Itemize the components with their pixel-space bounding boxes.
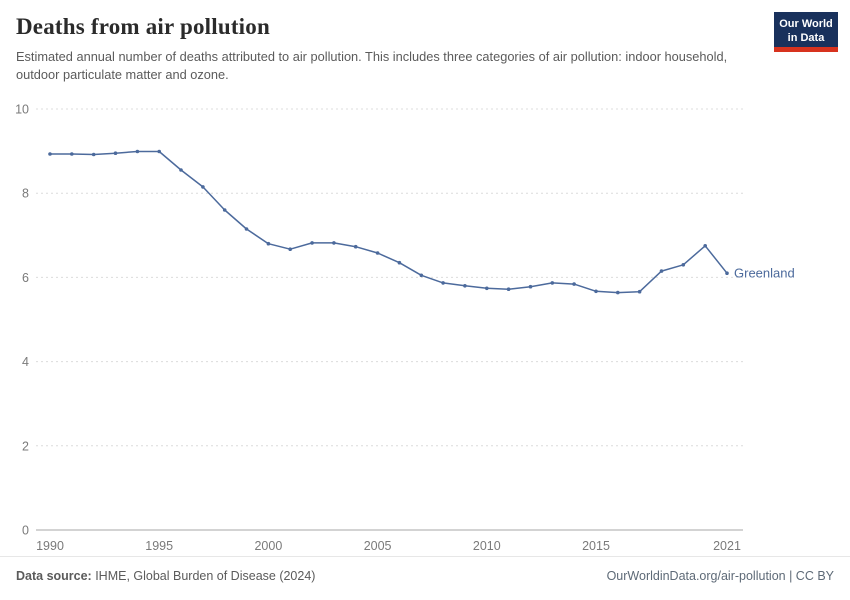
data-point[interactable] — [397, 260, 402, 265]
data-point[interactable] — [201, 185, 205, 189]
data-point[interactable] — [528, 284, 533, 289]
owid-logo[interactable]: Our World in Data — [774, 12, 838, 52]
data-source-label: Data source: — [16, 569, 92, 583]
data-point[interactable] — [375, 251, 380, 255]
footer-link[interactable]: OurWorldinData.org/air-pollution | CC BY — [606, 569, 834, 583]
y-axis-label: 4 — [22, 355, 29, 369]
data-point[interactable] — [222, 208, 227, 212]
data-point[interactable] — [616, 290, 620, 295]
data-source-text: IHME, Global Burden of Disease (2024) — [91, 569, 316, 583]
data-point[interactable] — [179, 168, 183, 172]
data-point[interactable] — [157, 149, 161, 154]
data-point[interactable] — [113, 151, 118, 155]
chart-title: Deaths from air pollution — [16, 14, 270, 39]
y-axis-label: 6 — [22, 271, 29, 285]
x-axis-label: 2021 — [713, 539, 741, 553]
data-point[interactable] — [91, 152, 96, 157]
data-point[interactable] — [310, 241, 314, 245]
data-point[interactable] — [485, 286, 489, 291]
y-axis-label: 2 — [22, 439, 29, 453]
data-point[interactable] — [266, 241, 271, 246]
x-axis-label: 1995 — [145, 539, 173, 553]
data-point[interactable] — [506, 287, 511, 291]
data-point[interactable] — [594, 289, 598, 294]
data-point[interactable] — [288, 247, 293, 251]
owid-logo-line1: Our World — [779, 18, 833, 30]
data-point[interactable] — [703, 244, 707, 248]
data-point[interactable] — [637, 289, 642, 294]
y-axis-label: 0 — [22, 524, 29, 538]
x-axis-label: 2005 — [364, 539, 392, 553]
owid-logo-line2: in Data — [787, 32, 825, 45]
chart-header: Deaths from air pollution Estimated annu… — [16, 14, 754, 84]
data-point[interactable] — [70, 152, 74, 156]
data-point[interactable] — [48, 152, 52, 156]
line-chart-svg[interactable]: 0 2 4 6 8 10 1990 1995 2000 2005 2010 2015 2021 Green… — [0, 98, 850, 558]
y-axis-label: 10 — [15, 103, 29, 117]
data-point[interactable] — [441, 281, 445, 285]
chart-footer: Data source: IHME, Global Burden of Dise… — [0, 556, 850, 583]
data-point[interactable] — [332, 241, 336, 245]
data-point[interactable] — [572, 282, 576, 286]
data-point[interactable] — [725, 271, 729, 275]
series-label-greenland: Greenland — [734, 266, 795, 281]
x-axis-label: 1990 — [36, 539, 64, 553]
x-axis-label: 2010 — [473, 539, 501, 553]
data-point[interactable] — [244, 227, 249, 231]
data-point[interactable] — [353, 244, 358, 249]
chart-area[interactable]: 0 2 4 6 8 10 1990 1995 2000 2005 2010 2015 2021 Green… — [0, 98, 850, 558]
owid-logo-accent-bar — [774, 47, 838, 52]
x-axis-label: 2015 — [582, 539, 610, 553]
chart-line-greenland[interactable] — [49, 150, 728, 294]
data-point[interactable] — [135, 149, 140, 154]
chart-subtitle: Estimated annual number of deaths attrib… — [16, 49, 728, 82]
data-point[interactable] — [419, 273, 424, 278]
data-point[interactable] — [681, 263, 686, 267]
data-point[interactable] — [550, 281, 555, 285]
data-point[interactable] — [659, 269, 664, 273]
data-point[interactable] — [463, 284, 467, 288]
x-axis-label: 2000 — [254, 539, 282, 553]
data-source-note: Data source: IHME, Global Burden of Dise… — [16, 569, 315, 583]
y-axis-label: 8 — [22, 187, 29, 201]
